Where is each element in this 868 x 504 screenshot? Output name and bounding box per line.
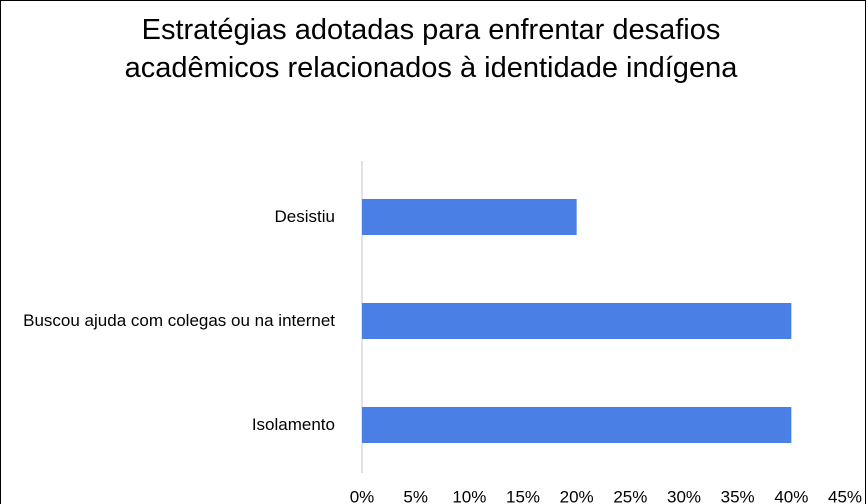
x-tick-label: 25%	[613, 487, 647, 504]
y-tick-label: Desistiu	[274, 207, 335, 226]
x-tick-label: 5%	[403, 487, 428, 504]
x-tick-label: 10%	[452, 487, 486, 504]
bar	[362, 303, 792, 339]
x-tick-label: 40%	[774, 487, 808, 504]
x-tick-label: 35%	[721, 487, 755, 504]
chart-title: Estratégias adotadas para enfrentar desa…	[124, 14, 738, 84]
x-tick-label: 0%	[350, 487, 375, 504]
x-tick-label: 30%	[667, 487, 701, 504]
x-tick-label: 15%	[506, 487, 540, 504]
bar	[362, 199, 577, 235]
y-tick-label: Isolamento	[251, 415, 335, 434]
bar	[362, 407, 792, 443]
x-tick-label: 20%	[560, 487, 594, 504]
x-tick-label: 45%	[828, 487, 862, 504]
y-tick-label: Buscou ajuda com colegas ou na internet	[23, 311, 335, 330]
